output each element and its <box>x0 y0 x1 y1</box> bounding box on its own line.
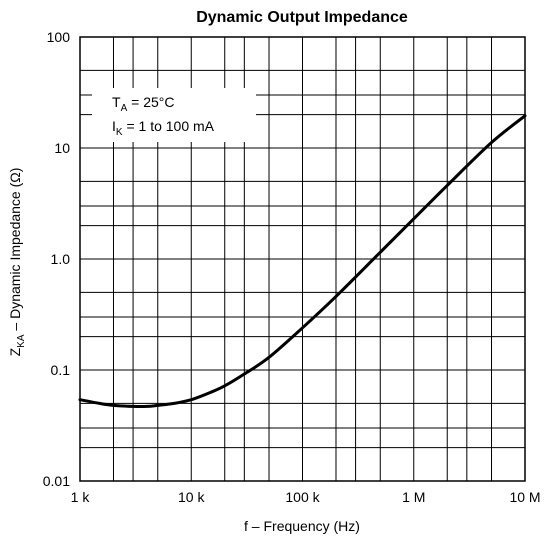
y-tick-label: 100 <box>47 29 71 45</box>
series-layer <box>78 114 527 409</box>
chart-title: Dynamic Output Impedance <box>196 9 408 26</box>
x-axis-title: f – Frequency (Hz) <box>244 518 360 534</box>
y-tick-label: 0.1 <box>51 362 71 378</box>
x-tick-label: 10 M <box>509 489 540 505</box>
x-tick-label: 100 k <box>285 489 320 505</box>
y-tick-label: 10 <box>54 140 70 156</box>
impedance-curve <box>78 114 527 409</box>
y-tick-labels: 0.01 0.1 1.0 10 100 <box>43 29 70 489</box>
plot-frame <box>79 36 526 482</box>
annotation-temperature: TA = 25°C <box>112 94 174 114</box>
x-tick-label: 10 k <box>178 489 205 505</box>
x-tick-labels: 1 k 10 k 100 k 1 M 10 M <box>71 489 541 505</box>
y-tick-label: 1.0 <box>51 251 71 267</box>
x-tick-label: 1 M <box>402 489 425 505</box>
x-tick-label: 1 k <box>71 489 91 505</box>
annotation-current: IK = 1 to 100 mA <box>112 118 215 138</box>
annotation-box: TA = 25°C IK = 1 to 100 mA <box>92 88 256 142</box>
annotation-background <box>92 88 256 142</box>
y-tick-label: 0.01 <box>43 473 70 489</box>
y-axis-title: ZKA – Dynamic Impedance (Ω) <box>7 168 27 357</box>
